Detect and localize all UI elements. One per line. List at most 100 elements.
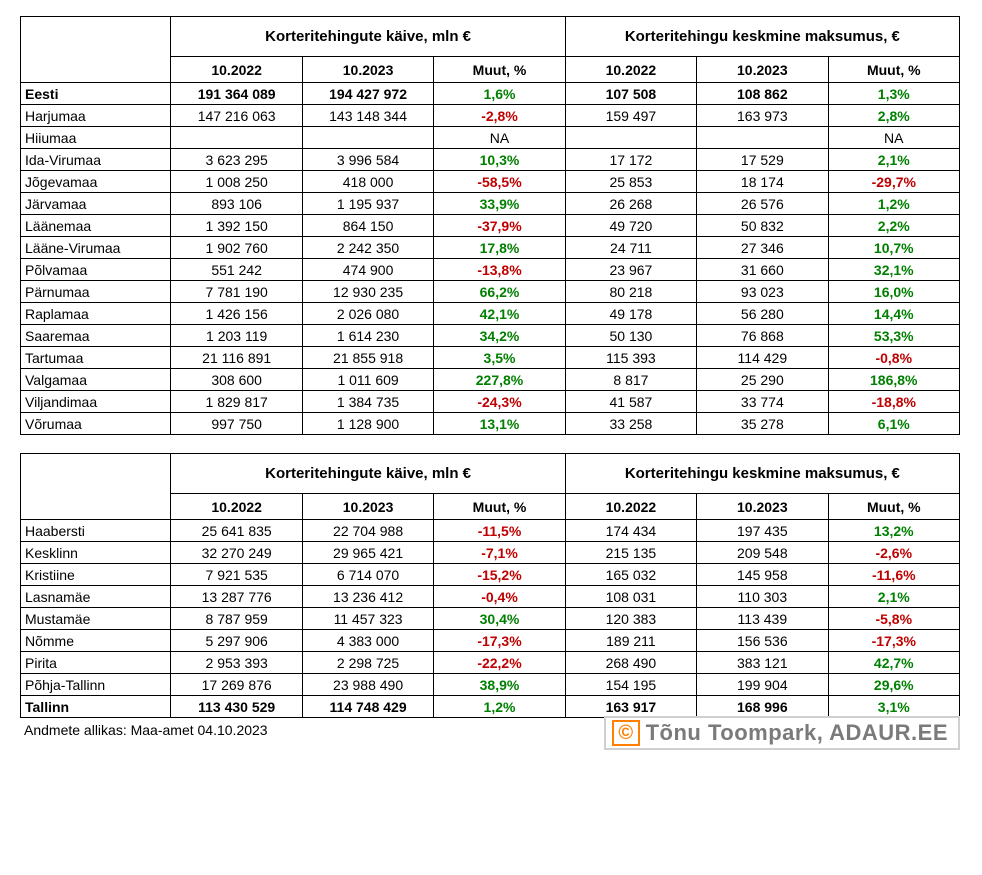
table-row: Võrumaa997 7501 128 90013,1%33 25835 278…: [21, 413, 960, 435]
avg-2023: 50 832: [697, 215, 828, 237]
avg-2023: 156 536: [697, 630, 828, 652]
turnover-2023: 143 148 344: [302, 105, 433, 127]
avg-2023: 114 429: [697, 347, 828, 369]
avg-2022: 154 195: [565, 674, 696, 696]
turnover-2023: 6 714 070: [302, 564, 433, 586]
turnover-change: -22,2%: [434, 652, 565, 674]
sub-2022-turnover: 10.2022: [171, 57, 302, 83]
sub-2022-turnover: 10.2022: [171, 494, 302, 520]
avg-2022: 268 490: [565, 652, 696, 674]
avg-2023: 168 996: [697, 696, 828, 718]
avg-change: 2,1%: [828, 149, 959, 171]
turnover-2022: 113 430 529: [171, 696, 302, 718]
turnover-2022: 1 902 760: [171, 237, 302, 259]
turnover-2022: 7 921 535: [171, 564, 302, 586]
avg-change: 3,1%: [828, 696, 959, 718]
turnover-change: 1,2%: [434, 696, 565, 718]
row-label: Kristiine: [21, 564, 171, 586]
table-group-header: Korteritehingute käive, mln € Korteriteh…: [21, 17, 960, 57]
table-row: Tartumaa21 116 89121 855 9183,5%115 3931…: [21, 347, 960, 369]
row-label: Järvamaa: [21, 193, 171, 215]
avg-2022: 33 258: [565, 413, 696, 435]
turnover-2023: 22 704 988: [302, 520, 433, 542]
turnover-2023: 2 298 725: [302, 652, 433, 674]
header-turnover: Korteritehingute käive, mln €: [171, 454, 565, 494]
turnover-2022: 191 364 089: [171, 83, 302, 105]
avg-change: 2,2%: [828, 215, 959, 237]
avg-change: 32,1%: [828, 259, 959, 281]
table-row: Järvamaa893 1061 195 93733,9%26 26826 57…: [21, 193, 960, 215]
turnover-change: 10,3%: [434, 149, 565, 171]
turnover-change: 227,8%: [434, 369, 565, 391]
avg-2023: 27 346: [697, 237, 828, 259]
sub-2023-turnover: 10.2023: [302, 494, 433, 520]
header-turnover: Korteritehingute käive, mln €: [171, 17, 565, 57]
row-label: Saaremaa: [21, 325, 171, 347]
avg-2023: 18 174: [697, 171, 828, 193]
turnover-2022: 308 600: [171, 369, 302, 391]
avg-2022: 41 587: [565, 391, 696, 413]
turnover-change: 33,9%: [434, 193, 565, 215]
turnover-change: NA: [434, 127, 565, 149]
sub-change-turnover: Muut, %: [434, 494, 565, 520]
avg-change: NA: [828, 127, 959, 149]
avg-2023: 209 548: [697, 542, 828, 564]
header-avgcost: Korteritehingu keskmine maksumus, €: [565, 454, 959, 494]
avg-2022: 189 211: [565, 630, 696, 652]
header-avgcost: Korteritehingu keskmine maksumus, €: [565, 17, 959, 57]
avg-change: 29,6%: [828, 674, 959, 696]
row-label: Põhja-Tallinn: [21, 674, 171, 696]
avg-2023: 145 958: [697, 564, 828, 586]
turnover-2023: 1 011 609: [302, 369, 433, 391]
turnover-change: 66,2%: [434, 281, 565, 303]
turnover-2022: 1 426 156: [171, 303, 302, 325]
table-row: Põlvamaa551 242474 900-13,8%23 96731 660…: [21, 259, 960, 281]
row-label: Tartumaa: [21, 347, 171, 369]
avg-2022: 17 172: [565, 149, 696, 171]
row-label: Mustamäe: [21, 608, 171, 630]
avg-2023: 31 660: [697, 259, 828, 281]
avg-change: -5,8%: [828, 608, 959, 630]
turnover-2022: 17 269 876: [171, 674, 302, 696]
turnover-2022: 147 216 063: [171, 105, 302, 127]
turnover-2023: 864 150: [302, 215, 433, 237]
turnover-2023: 114 748 429: [302, 696, 433, 718]
avg-2022: 163 917: [565, 696, 696, 718]
table-row: Kesklinn32 270 24929 965 421-7,1%215 135…: [21, 542, 960, 564]
avg-2022: 49 720: [565, 215, 696, 237]
sub-change-avg: Muut, %: [828, 57, 959, 83]
turnover-2022: 8 787 959: [171, 608, 302, 630]
avg-change: 6,1%: [828, 413, 959, 435]
table-row: Tallinn113 430 529114 748 4291,2%163 917…: [21, 696, 960, 718]
avg-2023: 93 023: [697, 281, 828, 303]
header-empty: [21, 454, 171, 520]
avg-change: 13,2%: [828, 520, 959, 542]
turnover-2023: 23 988 490: [302, 674, 433, 696]
turnover-change: -37,9%: [434, 215, 565, 237]
avg-change: -11,6%: [828, 564, 959, 586]
turnover-change: 17,8%: [434, 237, 565, 259]
row-label: Kesklinn: [21, 542, 171, 564]
turnover-change: -15,2%: [434, 564, 565, 586]
row-label: Nõmme: [21, 630, 171, 652]
avg-2023: 33 774: [697, 391, 828, 413]
avg-2022: 26 268: [565, 193, 696, 215]
turnover-2023: 21 855 918: [302, 347, 433, 369]
row-label: Viljandimaa: [21, 391, 171, 413]
row-label: Võrumaa: [21, 413, 171, 435]
avg-2022: 165 032: [565, 564, 696, 586]
sub-2023-turnover: 10.2023: [302, 57, 433, 83]
avg-change: 2,1%: [828, 586, 959, 608]
turnover-2023: 12 930 235: [302, 281, 433, 303]
turnover-2022: 13 287 776: [171, 586, 302, 608]
turnover-2022: 2 953 393: [171, 652, 302, 674]
turnover-2023: 1 614 230: [302, 325, 433, 347]
row-label: Ida-Virumaa: [21, 149, 171, 171]
table-row: Lääne-Virumaa1 902 7602 242 35017,8%24 7…: [21, 237, 960, 259]
table-row: Pärnumaa7 781 19012 930 23566,2%80 21893…: [21, 281, 960, 303]
copyright-icon: ©: [612, 720, 639, 746]
turnover-2023: 2 026 080: [302, 303, 433, 325]
turnover-change: 38,9%: [434, 674, 565, 696]
row-label: Harjumaa: [21, 105, 171, 127]
sub-2023-avg: 10.2023: [697, 494, 828, 520]
